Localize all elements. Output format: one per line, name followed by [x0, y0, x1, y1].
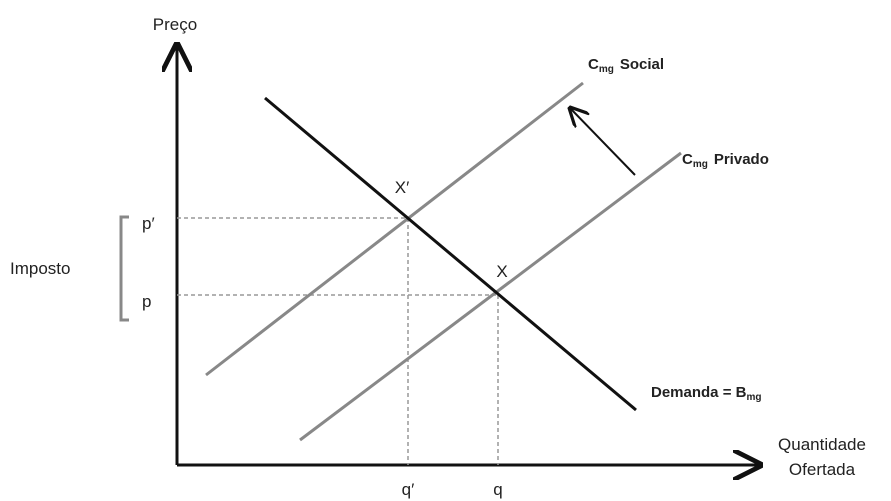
- guides: [177, 217, 499, 465]
- tax-label: Imposto: [10, 259, 70, 278]
- demand-label: Demanda = Bmg: [651, 384, 761, 403]
- subscript: mg: [599, 64, 614, 75]
- quantity-label: q′: [402, 480, 415, 499]
- social-cost-label: Cmg Social: [588, 56, 664, 75]
- quantity-label: q: [493, 480, 502, 499]
- subscript: mg: [693, 159, 708, 170]
- x-axis-label: Ofertada: [789, 460, 856, 479]
- symbol: C: [588, 56, 599, 73]
- point-label: X: [496, 262, 507, 281]
- tax-bracket: [119, 215, 129, 322]
- y-axis-label: Preço: [153, 15, 197, 34]
- name: Privado: [714, 151, 769, 168]
- name: Demanda = B: [651, 384, 747, 401]
- shift-arrow: [570, 108, 636, 176]
- x-axis-label: Quantidade: [778, 435, 866, 454]
- price-label: p′: [142, 214, 155, 233]
- point-label: X′: [395, 178, 410, 197]
- private-cost-curve: [299, 151, 682, 442]
- symbol: C: [682, 151, 693, 168]
- price-label: p: [142, 292, 151, 311]
- demand-curve: [264, 96, 637, 412]
- name: Social: [620, 56, 664, 73]
- subscript: mg: [746, 392, 761, 403]
- social-cost-curve: [205, 81, 584, 377]
- private-cost-label: Cmg Privado: [682, 151, 769, 170]
